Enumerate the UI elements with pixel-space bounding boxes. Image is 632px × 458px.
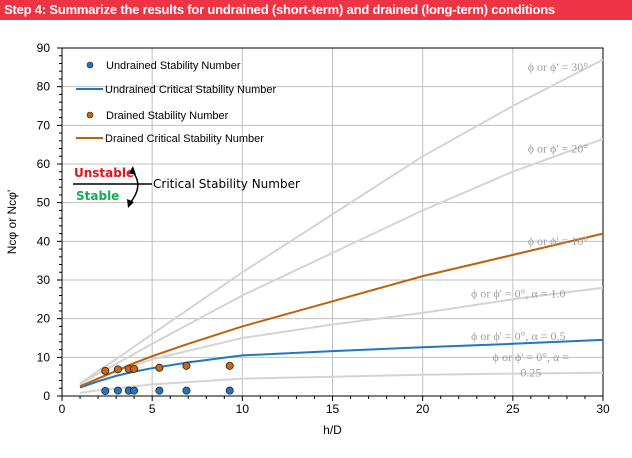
y-tick-label: 70: [37, 118, 51, 132]
curve-annotation: ϕ or ϕ' = 10°: [528, 234, 589, 248]
y-tick-label: 0: [43, 389, 50, 403]
data-point: [225, 361, 234, 370]
data-point: [182, 386, 191, 395]
y-tick-label: 40: [37, 234, 51, 248]
y-tick-label: 30: [37, 273, 51, 287]
data-point: [101, 366, 110, 375]
legend-label: Undrained Stability Number: [106, 60, 241, 72]
y-tick-label: 60: [37, 157, 51, 171]
curve-annotation: 0.25: [520, 366, 541, 380]
arrow-down-icon: [127, 199, 134, 208]
legend-marker: [86, 111, 94, 119]
x-axis-label: h/D: [323, 423, 342, 437]
reference-curve: [79, 137, 604, 386]
legend-label: Drained Stability Number: [106, 110, 229, 122]
x-tick-label: 0: [59, 402, 66, 416]
data-point: [113, 365, 122, 374]
legend-label: Drained Critical Stability Number: [105, 133, 264, 145]
critical-stability-label: Critical Stability Number: [153, 177, 300, 191]
y-tick-label: 20: [37, 312, 51, 326]
legend-label: Undrained Critical Stability Number: [105, 84, 277, 96]
curve-annotation: ϕ or ϕ' = 0°, α = 1.0: [471, 286, 565, 300]
stable-label: Stable: [76, 189, 119, 203]
y-tick-label: 10: [37, 350, 51, 364]
curve-annotation: ϕ or ϕ' = 30°: [528, 60, 589, 74]
data-point: [225, 386, 234, 395]
reference-curve: [79, 58, 604, 385]
data-point: [130, 386, 139, 395]
curve-annotation: ϕ or ϕ' = 20°: [528, 141, 589, 155]
curve-annotation: ϕ or ϕ' = 0°, α =: [493, 350, 570, 364]
critical-curve: [79, 232, 604, 388]
arrow-up-icon: [129, 166, 136, 175]
data-point: [130, 364, 139, 373]
data-point: [182, 361, 191, 370]
x-tick-label: 5: [149, 402, 156, 416]
curve-annotation: ϕ or ϕ' = 0°, α = 0.5: [471, 329, 565, 343]
legend-marker: [86, 61, 94, 69]
x-tick-label: 20: [416, 402, 430, 416]
y-tick-label: 90: [37, 41, 51, 55]
data-point: [155, 363, 164, 372]
y-tick-label: 50: [37, 196, 51, 210]
x-tick-label: 30: [596, 402, 610, 416]
x-tick-label: 25: [506, 402, 520, 416]
data-point: [113, 386, 122, 395]
x-tick-label: 15: [326, 402, 340, 416]
unstable-label: Unstable: [74, 166, 134, 180]
data-point: [101, 386, 110, 395]
y-axis-label: Ncφ or Ncφ': [5, 190, 19, 255]
y-tick-label: 80: [37, 80, 51, 94]
data-point: [155, 386, 164, 395]
x-tick-label: 10: [236, 402, 250, 416]
step-banner: Step 4: Summarize the results for undrai…: [0, 0, 632, 20]
